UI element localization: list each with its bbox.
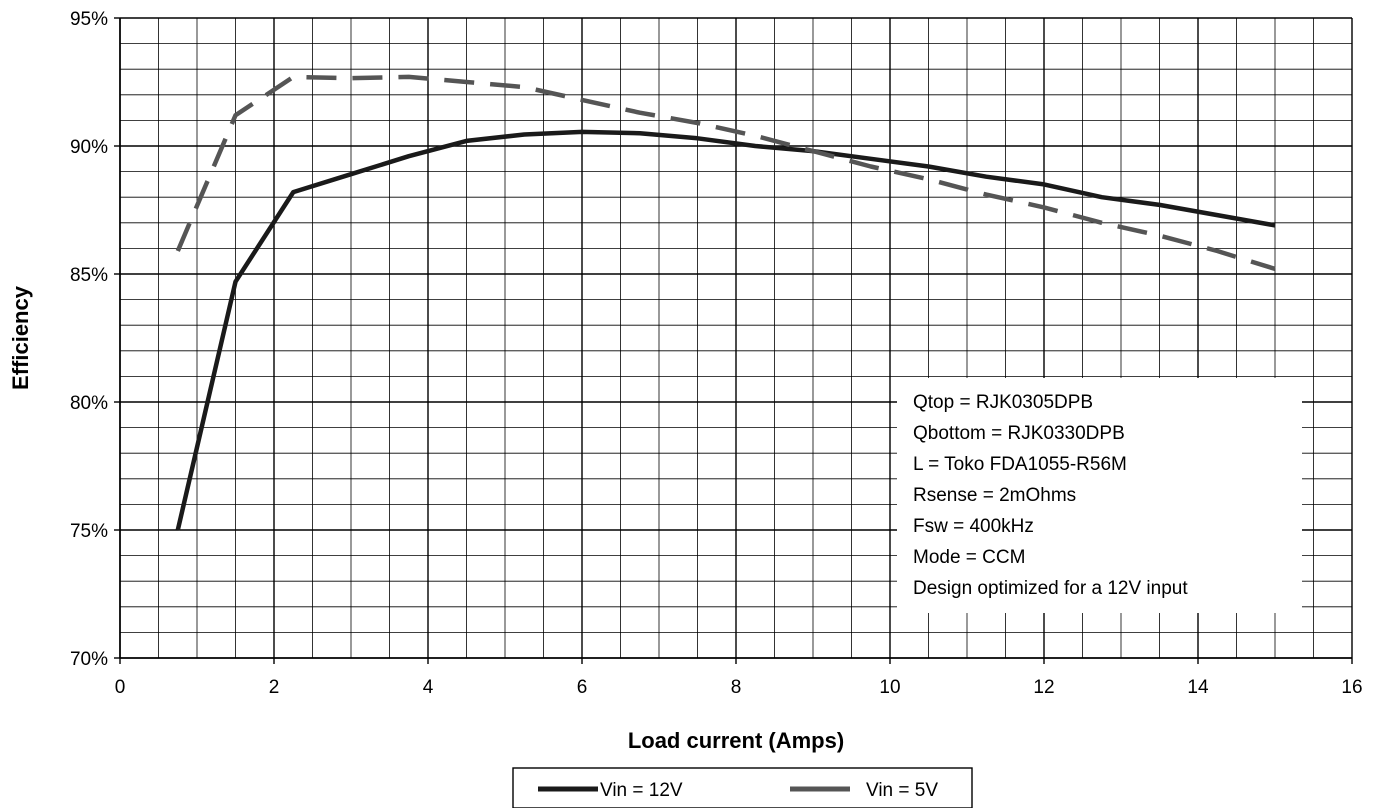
y-tick-label: 80%	[70, 393, 108, 414]
annotation-line: Qtop = RJK0305DPB	[913, 392, 1093, 413]
y-tick-label: 90%	[70, 137, 108, 158]
annotation-line: Qbottom = RJK0330DPB	[913, 423, 1125, 444]
series-line-vin-12v	[175, 129, 1276, 531]
annotation-line: Design optimized for a 12V input	[913, 578, 1188, 599]
annotation-line: Rsense = 2mOhms	[913, 485, 1076, 506]
annotation-line: L = Toko FDA1055-R56M	[913, 454, 1127, 475]
x-tick-label: 8	[731, 677, 742, 698]
legend-label: Vin = 5V	[866, 780, 938, 801]
x-tick-label: 10	[879, 677, 900, 698]
series-line-vin-5v	[175, 74, 1276, 272]
y-tick-labels: 70% 75% 80% 85% 90% 95%	[70, 9, 108, 670]
x-tick-label: 14	[1187, 677, 1209, 698]
x-axis-title: Load current (Amps)	[628, 728, 844, 753]
y-axis-title: Efficiency	[8, 285, 33, 390]
x-tick-label: 6	[577, 677, 588, 698]
annotation-background	[897, 378, 1302, 613]
x-tick-label: 0	[115, 677, 126, 698]
legend-label: Vin = 12V	[600, 780, 683, 801]
legend: Vin = 12V Vin = 5V	[512, 767, 973, 808]
annotation-line: Fsw = 400kHz	[913, 516, 1034, 537]
x-tick-label: 16	[1341, 677, 1362, 698]
y-tick-label: 75%	[70, 521, 108, 542]
x-tick-label: 4	[423, 677, 434, 698]
series-layer	[175, 74, 1276, 531]
y-tick-label: 85%	[70, 265, 108, 286]
y-tick-label: 95%	[70, 9, 108, 30]
x-tick-label: 12	[1033, 677, 1054, 698]
y-tick-label: 70%	[70, 649, 108, 670]
axes	[114, 17, 1353, 664]
x-tick-labels: 0 2 4 6 8 10 12 14 16	[115, 677, 1363, 698]
annotation-lines: Qtop = RJK0305DPB Qbottom = RJK0330DPB L =…	[913, 392, 1188, 599]
annotation-line: Mode = CCM	[913, 547, 1025, 568]
annotation-box: Qtop = RJK0305DPB Qbottom = RJK0330DPB L =…	[897, 378, 1302, 613]
x-tick-label: 2	[269, 677, 280, 698]
